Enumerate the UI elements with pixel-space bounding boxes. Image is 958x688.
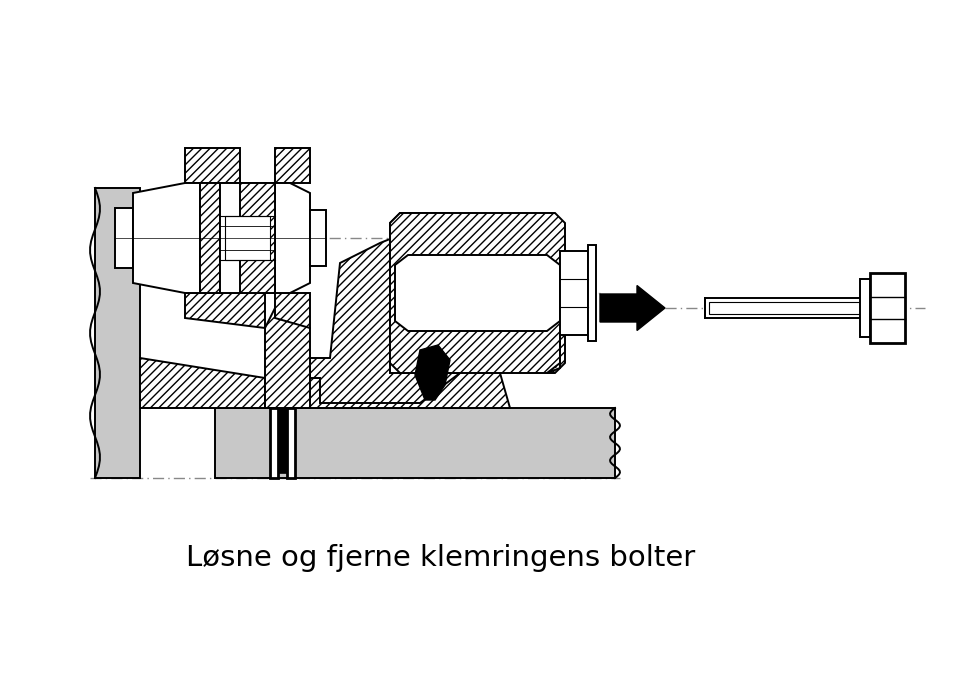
Polygon shape — [415, 345, 450, 400]
Polygon shape — [200, 183, 220, 293]
Bar — [220, 183, 275, 293]
Polygon shape — [133, 183, 200, 293]
Bar — [860, 279, 870, 337]
Bar — [588, 245, 596, 341]
FancyArrow shape — [600, 286, 665, 330]
Bar — [870, 273, 905, 343]
Bar — [270, 408, 278, 478]
Polygon shape — [240, 183, 275, 293]
Polygon shape — [275, 293, 310, 328]
Bar — [278, 408, 287, 473]
Bar — [310, 210, 326, 266]
Bar — [709, 302, 866, 314]
Bar — [225, 216, 270, 260]
Polygon shape — [395, 255, 560, 331]
Polygon shape — [310, 213, 460, 403]
Polygon shape — [185, 148, 240, 183]
Polygon shape — [390, 213, 565, 373]
Polygon shape — [275, 183, 310, 293]
Bar — [115, 208, 133, 268]
Bar — [95, 188, 140, 478]
Polygon shape — [265, 308, 310, 408]
Polygon shape — [275, 148, 310, 183]
Bar — [287, 408, 295, 478]
Polygon shape — [303, 353, 510, 408]
Polygon shape — [185, 293, 265, 328]
Text: Løsne og fjerne klemringens bolter: Løsne og fjerne klemringens bolter — [186, 544, 696, 572]
Polygon shape — [547, 335, 560, 373]
Bar — [560, 251, 588, 335]
Bar — [705, 298, 870, 318]
Bar — [215, 408, 615, 478]
Polygon shape — [140, 358, 265, 408]
